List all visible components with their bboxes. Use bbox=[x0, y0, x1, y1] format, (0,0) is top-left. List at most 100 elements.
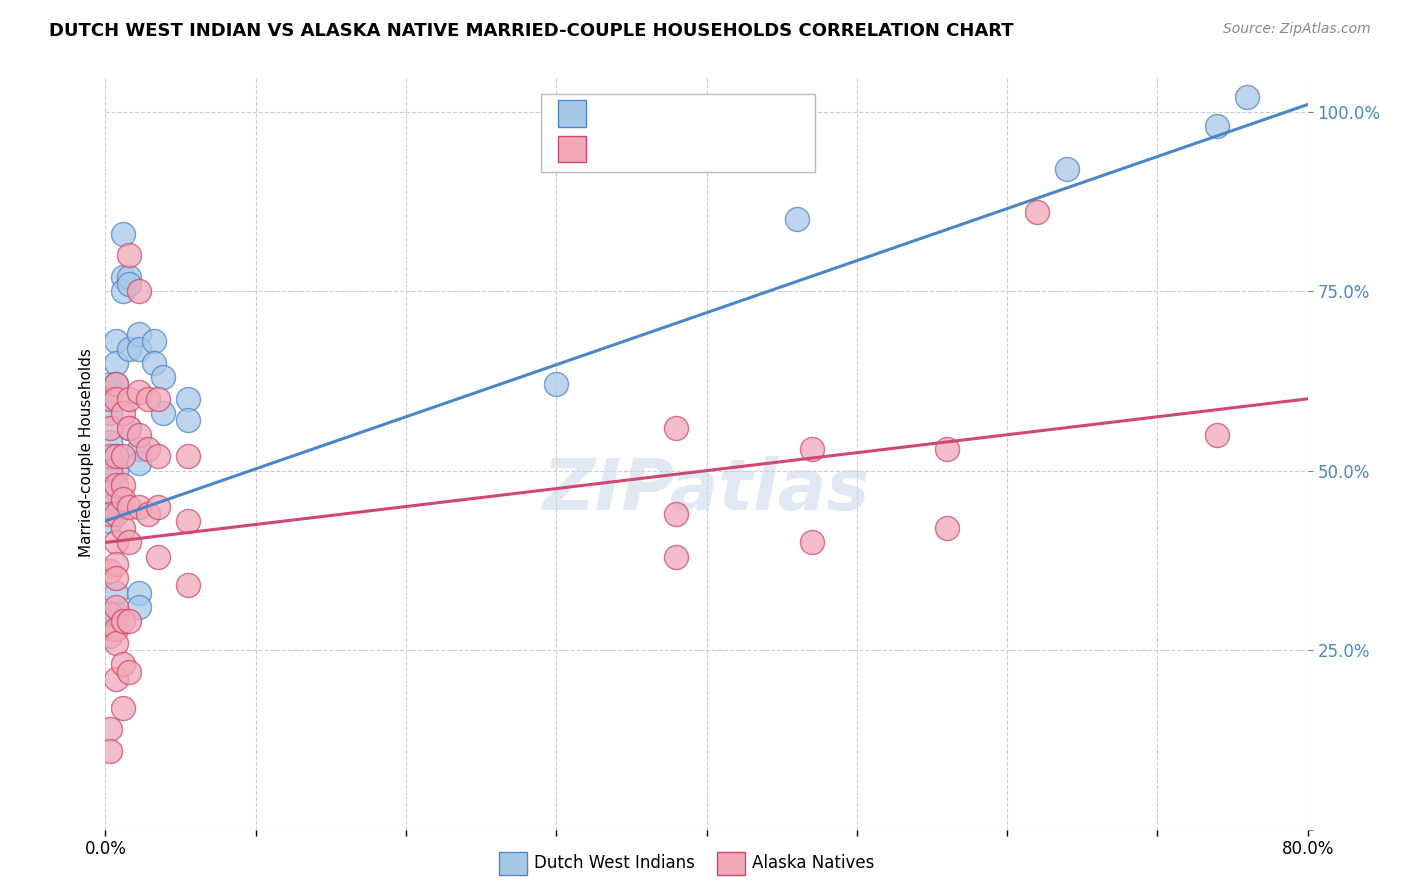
Point bbox=[1236, 90, 1258, 104]
Point bbox=[98, 500, 121, 514]
Point bbox=[118, 392, 141, 406]
Text: R = 0.238   N = 59: R = 0.238 N = 59 bbox=[600, 140, 785, 158]
Point bbox=[128, 384, 150, 399]
Point bbox=[177, 413, 200, 427]
Point bbox=[104, 334, 127, 349]
Point bbox=[112, 615, 135, 629]
Point bbox=[98, 392, 121, 406]
Point bbox=[104, 585, 127, 599]
Text: ZIPatlas: ZIPatlas bbox=[543, 456, 870, 524]
Point bbox=[112, 521, 135, 535]
Point bbox=[104, 464, 127, 478]
Point bbox=[152, 406, 174, 420]
Point bbox=[146, 392, 169, 406]
Point bbox=[98, 471, 121, 485]
Point bbox=[177, 578, 200, 592]
Point bbox=[104, 672, 127, 686]
Point bbox=[146, 500, 169, 514]
Point bbox=[142, 334, 165, 349]
Point bbox=[98, 607, 121, 622]
Point bbox=[665, 549, 688, 564]
Point bbox=[665, 507, 688, 521]
Point bbox=[104, 535, 127, 549]
Point bbox=[104, 392, 127, 406]
Text: Source: ZipAtlas.com: Source: ZipAtlas.com bbox=[1223, 22, 1371, 37]
Point bbox=[1206, 427, 1229, 442]
Point bbox=[118, 248, 141, 262]
Point bbox=[146, 549, 169, 564]
Point bbox=[98, 485, 121, 500]
Point bbox=[104, 377, 127, 392]
Point bbox=[104, 622, 127, 636]
Point bbox=[1056, 162, 1078, 177]
Point bbox=[112, 478, 135, 492]
Point bbox=[118, 342, 141, 356]
Point bbox=[104, 571, 127, 585]
Point bbox=[98, 629, 121, 643]
Text: R = 0.625   N = 39: R = 0.625 N = 39 bbox=[600, 104, 785, 122]
Point bbox=[800, 535, 823, 549]
Point bbox=[104, 450, 127, 464]
Point bbox=[112, 227, 135, 241]
Point bbox=[136, 507, 159, 521]
Point bbox=[118, 277, 141, 291]
Point bbox=[118, 535, 141, 549]
Point bbox=[665, 420, 688, 434]
Point bbox=[104, 478, 127, 492]
Point bbox=[1026, 205, 1049, 219]
Point bbox=[104, 450, 127, 464]
Point bbox=[104, 600, 127, 615]
Point bbox=[136, 442, 159, 456]
Point bbox=[112, 657, 135, 672]
Text: DUTCH WEST INDIAN VS ALASKA NATIVE MARRIED-COUPLE HOUSEHOLDS CORRELATION CHART: DUTCH WEST INDIAN VS ALASKA NATIVE MARRI… bbox=[49, 22, 1014, 40]
Point bbox=[118, 420, 141, 434]
Point bbox=[146, 450, 169, 464]
Point bbox=[98, 507, 121, 521]
Point bbox=[104, 607, 127, 622]
Point bbox=[128, 442, 150, 456]
Point bbox=[128, 284, 150, 298]
Point bbox=[98, 464, 121, 478]
Point bbox=[177, 392, 200, 406]
Point bbox=[98, 514, 121, 528]
Point bbox=[98, 743, 121, 757]
Point bbox=[104, 356, 127, 370]
Point bbox=[98, 722, 121, 736]
Point bbox=[98, 564, 121, 578]
Point bbox=[118, 269, 141, 284]
Point bbox=[177, 450, 200, 464]
Point bbox=[546, 377, 568, 392]
Point bbox=[128, 457, 150, 471]
Point bbox=[104, 507, 127, 521]
Point bbox=[98, 457, 121, 471]
Y-axis label: Married-couple Households: Married-couple Households bbox=[79, 348, 94, 558]
Point bbox=[98, 450, 121, 464]
Point bbox=[128, 585, 150, 599]
Point bbox=[98, 485, 121, 500]
Point bbox=[104, 636, 127, 650]
Point bbox=[128, 600, 150, 615]
Point bbox=[118, 615, 141, 629]
Point bbox=[1206, 119, 1229, 133]
Point bbox=[98, 406, 121, 420]
Point bbox=[112, 269, 135, 284]
Text: Dutch West Indians: Dutch West Indians bbox=[534, 855, 695, 872]
Point bbox=[128, 342, 150, 356]
Point bbox=[136, 392, 159, 406]
Point bbox=[118, 665, 141, 679]
Point bbox=[112, 406, 135, 420]
Point bbox=[936, 442, 959, 456]
Point bbox=[104, 557, 127, 571]
Point bbox=[112, 700, 135, 714]
Point bbox=[112, 450, 135, 464]
Point bbox=[98, 377, 121, 392]
Point bbox=[128, 427, 150, 442]
Text: Alaska Natives: Alaska Natives bbox=[752, 855, 875, 872]
Point bbox=[152, 370, 174, 384]
Point bbox=[142, 356, 165, 370]
Point bbox=[936, 521, 959, 535]
Point bbox=[104, 377, 127, 392]
Point bbox=[118, 420, 141, 434]
Point bbox=[98, 420, 121, 434]
Point bbox=[128, 500, 150, 514]
